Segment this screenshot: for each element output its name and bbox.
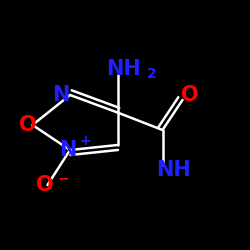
Text: NH: NH [106, 59, 141, 79]
Text: N: N [59, 140, 76, 160]
Text: +: + [80, 134, 91, 148]
Text: NH: NH [156, 160, 191, 180]
Text: O: O [181, 85, 199, 105]
Text: O: O [36, 175, 54, 195]
Text: −: − [57, 172, 69, 186]
Text: O: O [19, 115, 36, 135]
Text: 2: 2 [146, 67, 156, 81]
Text: N: N [52, 85, 70, 105]
